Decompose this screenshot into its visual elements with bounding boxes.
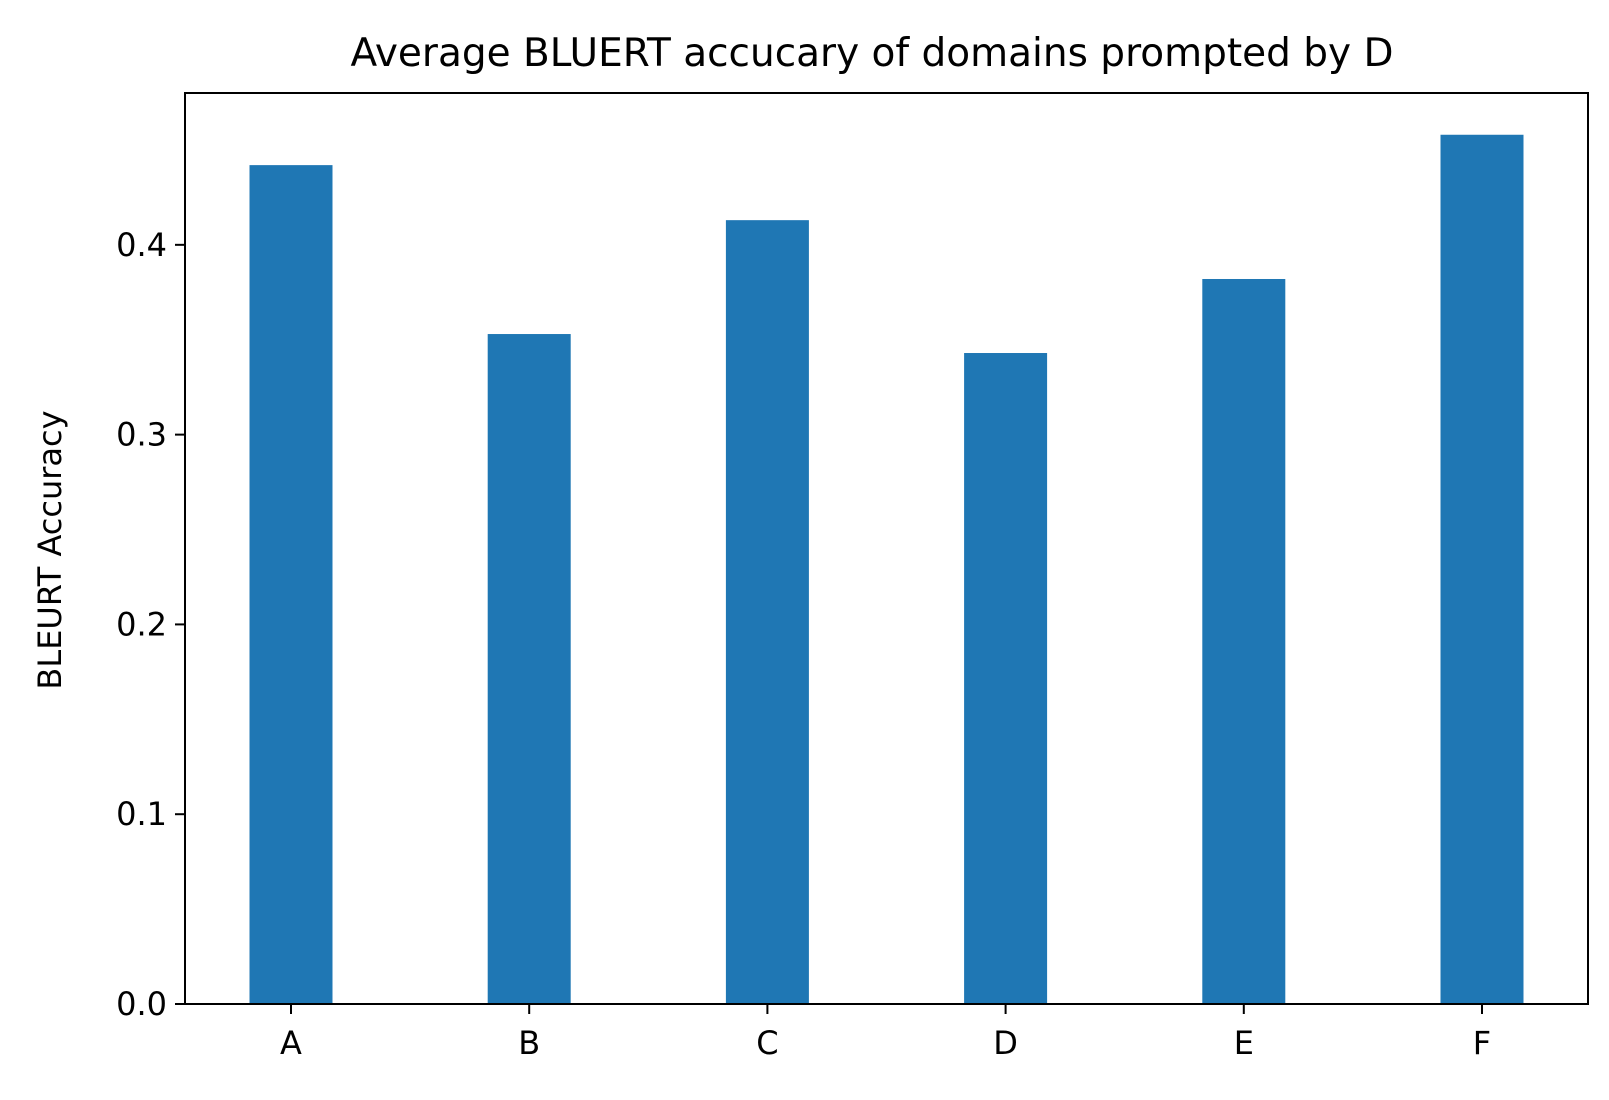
y-tick-label: 0.1 [116,795,167,833]
x-tick-label: F [1473,1024,1491,1062]
y-axis-label: BLEURT Accuracy [31,410,69,689]
y-axis-ticks: 0.0 0.1 0.2 0.3 0.4 [116,226,185,1023]
x-tick-label: A [280,1024,302,1062]
bar-B [487,334,571,1005]
bar-C [725,220,809,1005]
chart-title: Average BLUERT accucary of domains promp… [350,31,1393,76]
x-tick-label: D [993,1024,1018,1062]
x-tick-label: E [1234,1024,1254,1062]
y-tick-label: 0.2 [116,605,167,643]
x-tick-label: B [518,1024,540,1062]
y-tick-label: 0.0 [116,985,167,1023]
y-tick-label: 0.4 [116,226,167,264]
bar-E [1202,278,1286,1004]
x-axis-ticks: A B C D E F [280,1004,1491,1062]
x-tick-label: C [756,1024,778,1062]
bars-group [249,134,1524,1005]
bar-F [1440,134,1524,1005]
bar-A [249,165,333,1004]
y-tick-label: 0.3 [116,416,167,454]
plot-frame [184,92,1589,1005]
bar-D [964,353,1048,1004]
